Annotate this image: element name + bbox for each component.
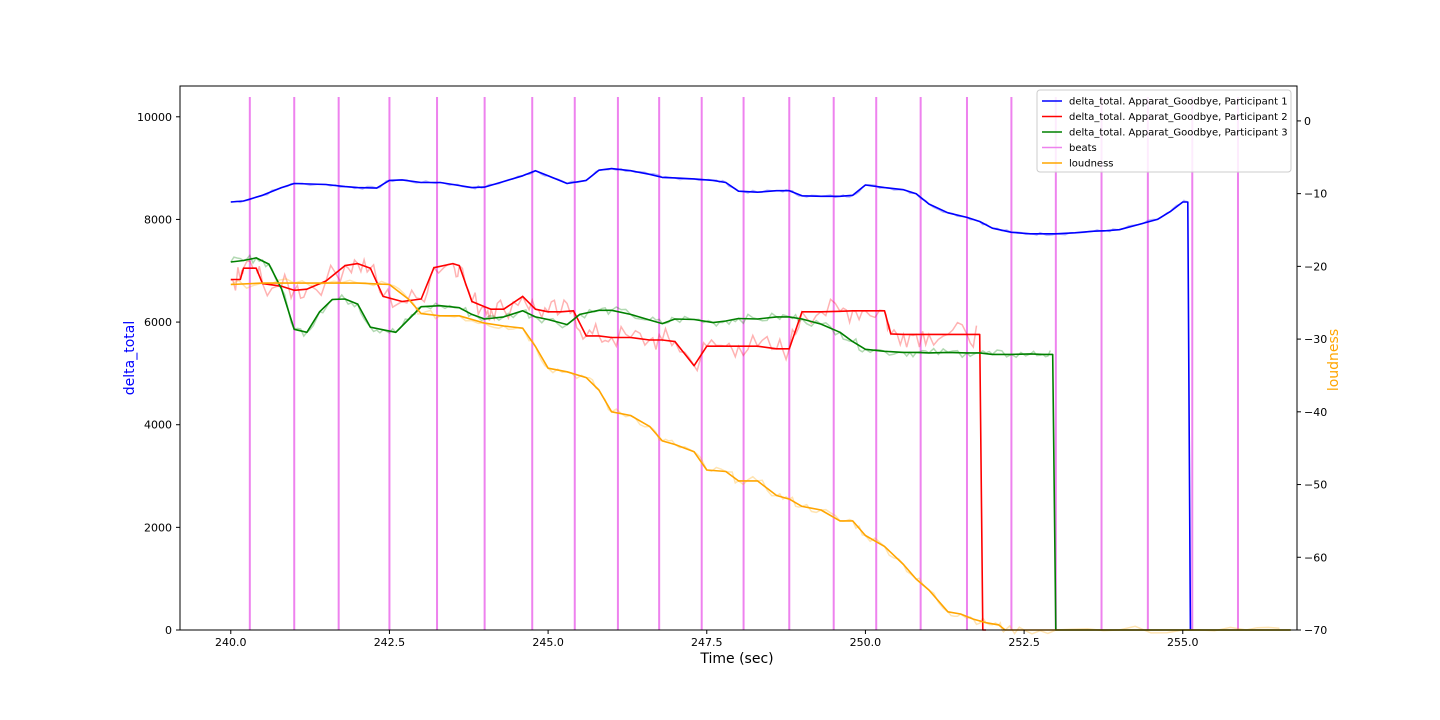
x-axis-label: Time (sec): [699, 651, 773, 667]
y-right-tick-label: −20: [1304, 260, 1327, 273]
y-left-tick-label: 2000: [144, 521, 172, 534]
x-tick-label: 247.5: [691, 636, 723, 649]
y-axis-left-label: delta_total: [122, 321, 138, 395]
y-right-tick-label: −70: [1304, 624, 1327, 637]
x-tick-label: 240.0: [215, 636, 247, 649]
legend-label: delta_total. Apparat_Goodbye, Participan…: [1069, 97, 1288, 108]
legend-label: delta_total. Apparat_Goodbye, Participan…: [1069, 112, 1288, 123]
y-left-tick-label: 10000: [137, 111, 172, 124]
y-axis-left: 0 2000 4000 6000 8000 10000: [137, 111, 180, 637]
raw-trace: [230, 256, 978, 373]
raw-trace: [230, 253, 1051, 359]
y-left-tick-label: 8000: [144, 213, 172, 226]
series-layer: [230, 167, 1291, 631]
legend-label: beats: [1069, 143, 1097, 154]
series-line: [230, 257, 1291, 631]
x-tick-label: 250.0: [850, 636, 882, 649]
x-axis: 240.0 242.5 245.0 247.5 250.0 252.5 255.0: [215, 630, 1199, 649]
y-right-tick-label: −40: [1304, 406, 1327, 419]
x-tick-label: 242.5: [374, 636, 406, 649]
x-tick-label: 255.0: [1167, 636, 1199, 649]
x-tick-label: 252.5: [1008, 636, 1040, 649]
legend: delta_total. Apparat_Goodbye, Participan…: [1036, 89, 1292, 173]
series-line: [230, 262, 986, 631]
y-right-tick-label: −50: [1304, 479, 1327, 492]
y-axis-right-label: loudness: [1326, 329, 1342, 391]
legend-box: [1036, 89, 1292, 173]
legend-label: delta_total. Apparat_Goodbye, Participan…: [1069, 128, 1288, 139]
y-right-tick-label: −60: [1304, 551, 1327, 564]
y-right-tick-label: −10: [1304, 188, 1327, 201]
y-right-tick-label: −30: [1304, 333, 1327, 346]
plot-frame: [179, 85, 1298, 631]
y-axis-right: −70 −60 −50 −40 −30 −20 −10 0: [1297, 115, 1327, 637]
y-left-tick-label: 0: [165, 624, 172, 637]
series-line: [230, 167, 1192, 631]
y-left-tick-label: 4000: [144, 419, 172, 432]
y-right-tick-label: 0: [1304, 115, 1311, 128]
series-line: [230, 282, 1291, 631]
y-left-tick-label: 6000: [144, 316, 172, 329]
x-tick-label: 245.0: [532, 636, 564, 649]
legend-label: loudness: [1069, 159, 1114, 170]
